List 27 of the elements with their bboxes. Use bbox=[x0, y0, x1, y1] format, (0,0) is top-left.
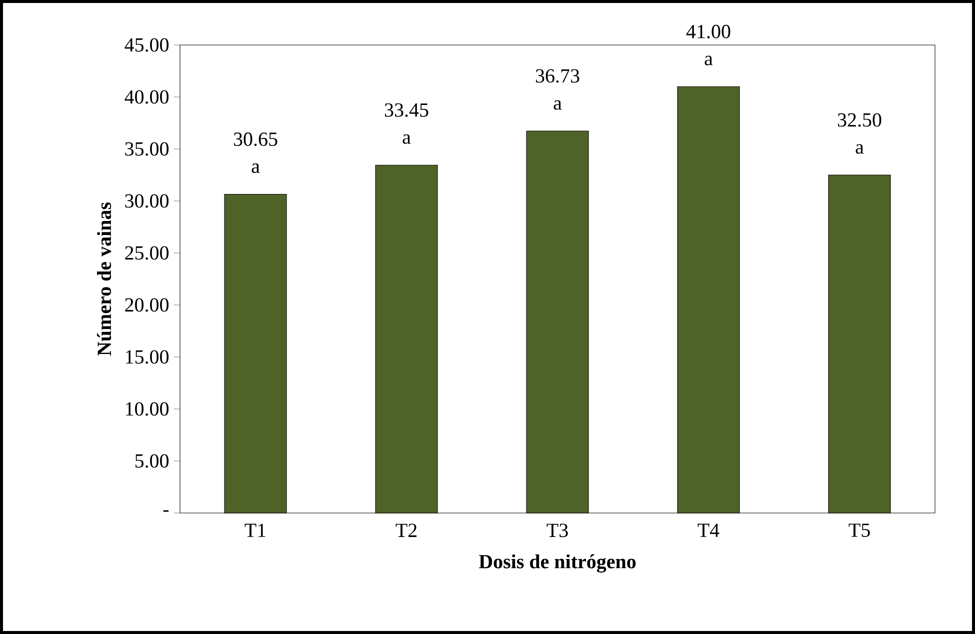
data-label: 33.45 bbox=[384, 103, 428, 117]
x-tick-label: T4 bbox=[698, 524, 720, 537]
data-label: 41.00 bbox=[686, 24, 730, 38]
x-tick-label: T1 bbox=[244, 524, 266, 537]
y-tick-label: 15.00 bbox=[126, 350, 169, 364]
annotation: a bbox=[554, 100, 562, 110]
data-label: 36.73 bbox=[536, 69, 580, 83]
data-label: 32.50 bbox=[838, 113, 882, 127]
y-tick-label: 30.00 bbox=[125, 194, 169, 208]
y-tick-label: 10.00 bbox=[126, 402, 169, 416]
x-tick-label: T2 bbox=[396, 524, 416, 537]
x-tick-label: T5 bbox=[848, 524, 870, 537]
annotation: a bbox=[402, 134, 411, 144]
annotation: a bbox=[856, 144, 864, 154]
x-axis-title: Dosis de nitrógeno bbox=[478, 554, 636, 573]
y-tick-label: - bbox=[163, 510, 169, 512]
y-tick-label: 5.00 bbox=[135, 454, 169, 468]
annotation: a bbox=[252, 163, 260, 174]
y-axis-title: Número de vainas bbox=[97, 202, 112, 356]
annotation: a bbox=[704, 56, 713, 66]
y-tick-label: 35.00 bbox=[125, 142, 169, 156]
y-tick-label: 25.00 bbox=[125, 246, 169, 260]
y-tick-label: 20.00 bbox=[125, 298, 169, 312]
y-tick-label: 45.00 bbox=[124, 38, 169, 52]
x-tick-label: T3 bbox=[546, 524, 568, 538]
y-tick-label: 40.00 bbox=[124, 90, 169, 104]
data-label: 30.65 bbox=[234, 132, 278, 146]
